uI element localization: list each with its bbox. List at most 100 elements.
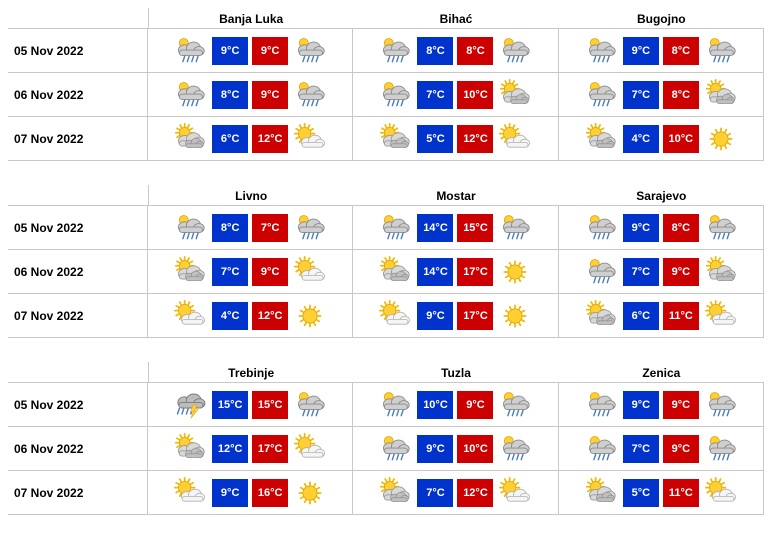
date-label: 05 Nov 2022 — [8, 383, 148, 427]
rain-cloud-sun-icon — [583, 35, 619, 67]
rain-cloud-sun-icon — [292, 389, 328, 421]
city-header: Zenica — [559, 362, 764, 383]
weather-forecast-table: Banja LukaBihaćBugojno05 Nov 20229°C9°C8… — [8, 8, 764, 515]
forecast-block: Banja LukaBihaćBugojno05 Nov 20229°C9°C8… — [8, 8, 764, 161]
temp-high: 12°C — [457, 479, 493, 507]
temp-low: 4°C — [623, 125, 659, 153]
forecast-block: TrebinjeTuzlaZenica 05 Nov 2022 15°C15°C 10… — [8, 362, 764, 515]
temp-low: 7°C — [623, 435, 659, 463]
forecast-cell: 9°C9°C — [559, 383, 764, 427]
temp-low: 4°C — [212, 302, 248, 330]
temp-high: 9°C — [663, 391, 699, 419]
sun-behind-cloud-icon — [703, 300, 739, 332]
partly-cloudy-icon — [377, 256, 413, 288]
city-header: Tuzla — [353, 362, 558, 383]
forecast-cell: 7°C9°C — [148, 250, 353, 294]
temp-high: 11°C — [663, 302, 699, 330]
forecast-cell: 9°C8°C — [559, 29, 764, 73]
sun-behind-cloud-icon — [497, 477, 533, 509]
temp-high: 8°C — [457, 37, 493, 65]
temp-low: 15°C — [212, 391, 248, 419]
rain-cloud-sun-icon — [377, 389, 413, 421]
rain-cloud-sun-icon — [172, 212, 208, 244]
forecast-grid: Banja LukaBihaćBugojno05 Nov 20229°C9°C8… — [8, 8, 764, 161]
temp-low: 9°C — [623, 214, 659, 242]
temp-low: 8°C — [212, 81, 248, 109]
temp-high: 12°C — [252, 125, 288, 153]
temp-low: 9°C — [212, 479, 248, 507]
city-header: Sarajevo — [559, 185, 764, 206]
rain-cloud-sun-icon — [583, 212, 619, 244]
temp-high: 7°C — [252, 214, 288, 242]
rain-cloud-sun-icon — [292, 79, 328, 111]
forecast-cell: 7°C8°C — [559, 73, 764, 117]
forecast-block: LivnoMostarSarajevo05 Nov 20228°C7°C14°C… — [8, 185, 764, 338]
date-label: 07 Nov 2022 — [8, 294, 148, 338]
date-label: 05 Nov 2022 — [8, 29, 148, 73]
temp-low: 7°C — [212, 258, 248, 286]
forecast-cell: 10°C9°C — [353, 383, 558, 427]
sun-behind-cloud-icon — [703, 477, 739, 509]
forecast-cell: 14°C17°C — [353, 250, 558, 294]
partly-cloudy-icon — [172, 123, 208, 155]
temp-high: 17°C — [457, 302, 493, 330]
sun-behind-cloud-icon — [497, 123, 533, 155]
temp-high: 15°C — [457, 214, 493, 242]
forecast-cell: 8°C8°C — [353, 29, 558, 73]
sun-behind-cloud-icon — [172, 300, 208, 332]
thunderstorm-icon — [172, 389, 208, 421]
forecast-cell: 5°C12°C — [353, 117, 558, 161]
rain-cloud-sun-icon — [292, 212, 328, 244]
grid-corner — [8, 185, 148, 206]
temp-low: 7°C — [417, 479, 453, 507]
forecast-grid: TrebinjeTuzlaZenica 05 Nov 2022 15°C15°C 10… — [8, 362, 764, 515]
city-header: Mostar — [353, 185, 558, 206]
city-header: Livno — [148, 185, 353, 206]
grid-corner — [8, 8, 148, 29]
temp-high: 16°C — [252, 479, 288, 507]
temp-low: 7°C — [623, 81, 659, 109]
rain-cloud-sun-icon — [377, 79, 413, 111]
partly-cloudy-icon — [703, 256, 739, 288]
temp-low: 9°C — [417, 435, 453, 463]
date-label: 05 Nov 2022 — [8, 206, 148, 250]
partly-cloudy-icon — [583, 123, 619, 155]
temp-low: 14°C — [417, 258, 453, 286]
temp-low: 9°C — [623, 391, 659, 419]
date-label: 07 Nov 2022 — [8, 471, 148, 515]
partly-cloudy-icon — [703, 79, 739, 111]
sunny-icon — [292, 477, 328, 509]
rain-cloud-sun-icon — [377, 212, 413, 244]
sunny-icon — [703, 123, 739, 155]
date-label: 06 Nov 2022 — [8, 250, 148, 294]
forecast-cell: 7°C9°C — [559, 427, 764, 471]
temp-high: 9°C — [663, 435, 699, 463]
sun-behind-cloud-icon — [172, 477, 208, 509]
temp-high: 9°C — [252, 81, 288, 109]
forecast-cell: 4°C10°C — [559, 117, 764, 161]
forecast-cell: 7°C12°C — [353, 471, 558, 515]
rain-cloud-sun-icon — [377, 35, 413, 67]
rain-cloud-sun-icon — [497, 35, 533, 67]
rain-cloud-sun-icon — [497, 389, 533, 421]
partly-cloudy-icon — [583, 300, 619, 332]
temp-high: 9°C — [252, 258, 288, 286]
temp-low: 10°C — [417, 391, 453, 419]
forecast-cell: 9°C8°C — [559, 206, 764, 250]
partly-cloudy-icon — [497, 79, 533, 111]
temp-low: 8°C — [212, 214, 248, 242]
temp-high: 12°C — [252, 302, 288, 330]
rain-cloud-sun-icon — [172, 35, 208, 67]
temp-low: 7°C — [623, 258, 659, 286]
temp-low: 14°C — [417, 214, 453, 242]
date-label: 06 Nov 2022 — [8, 73, 148, 117]
rain-cloud-sun-icon — [583, 79, 619, 111]
city-header: Trebinje — [148, 362, 353, 383]
forecast-cell: 4°C12°C — [148, 294, 353, 338]
forecast-cell: 9°C17°C — [353, 294, 558, 338]
temp-high: 15°C — [252, 391, 288, 419]
partly-cloudy-icon — [583, 477, 619, 509]
temp-low: 5°C — [623, 479, 659, 507]
sunny-icon — [497, 300, 533, 332]
temp-low: 9°C — [417, 302, 453, 330]
